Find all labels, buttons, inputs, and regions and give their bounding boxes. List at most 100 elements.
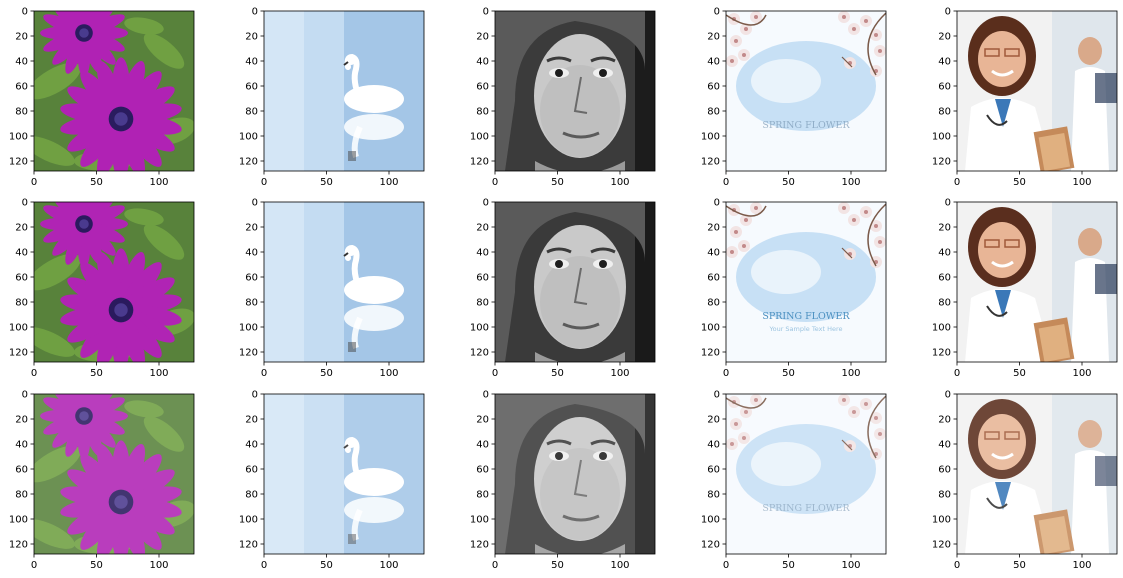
y-tick-label: 60	[15, 465, 28, 476]
y-tick-label: 100	[239, 515, 258, 526]
y-tick-label: 20	[938, 415, 951, 426]
y-tick-label: 40	[245, 57, 258, 68]
denoised-image-4	[957, 394, 1117, 554]
denoised-image-1	[264, 394, 424, 554]
x-tick-label: 100	[149, 177, 168, 188]
y-tick-label: 20	[15, 223, 28, 234]
y-tick-label: 100	[701, 323, 720, 334]
denoised-image-0	[34, 394, 194, 554]
y-tick-label: 60	[938, 82, 951, 93]
y-tick-label: 40	[707, 57, 720, 68]
x-tick-label: 0	[954, 368, 960, 379]
y-tick-label: 60	[15, 82, 28, 93]
axes-frame	[725, 10, 887, 172]
axes-frame	[263, 393, 425, 555]
axes-frame	[956, 10, 1118, 172]
x-tick-label: 100	[841, 368, 860, 379]
y-tick-label: 100	[470, 132, 489, 143]
panel-r1-c1: 0 50 100 0 20 40 60 80 100 120	[239, 198, 425, 379]
y-tick-label: 100	[932, 515, 951, 526]
y-tick-label: 120	[239, 157, 258, 168]
y-tick-label: 20	[245, 415, 258, 426]
x-tick-label: 50	[551, 560, 564, 571]
x-tick-label: 0	[31, 368, 37, 379]
x-tick-label: 50	[320, 177, 333, 188]
y-tick-label: 0	[252, 390, 258, 401]
x-tick-label: 50	[551, 177, 564, 188]
panel-r2-c4: 0 50 100 0 20 40 60 80 100 120	[932, 390, 1118, 571]
x-tick-label: 0	[261, 177, 267, 188]
y-tick-label: 0	[945, 7, 951, 18]
panel-r1-c4: 0 50 100 0 20 40 60 80 100 120	[932, 198, 1118, 379]
y-tick-label: 40	[938, 57, 951, 68]
y-tick-label: 100	[701, 132, 720, 143]
y-tick-label: 60	[15, 273, 28, 284]
y-tick-label: 0	[945, 390, 951, 401]
panel-r1-c2: 0 50 100 0 20 40 60 80 100 120	[470, 198, 656, 379]
x-tick-label: 0	[261, 560, 267, 571]
y-tick-label: 40	[476, 248, 489, 259]
axes-frame	[956, 201, 1118, 363]
y-tick-label: 60	[938, 273, 951, 284]
y-tick-label: 40	[245, 440, 258, 451]
x-tick-label: 100	[379, 177, 398, 188]
x-tick-label: 0	[31, 177, 37, 188]
y-tick-label: 120	[9, 348, 28, 359]
y-tick-label: 80	[707, 298, 720, 309]
y-tick-label: 20	[938, 32, 951, 43]
clean-image-4	[957, 202, 1117, 362]
y-tick-label: 60	[707, 273, 720, 284]
y-tick-label: 0	[483, 390, 489, 401]
x-tick-label: 50	[551, 368, 564, 379]
y-tick-label: 20	[707, 223, 720, 234]
y-tick-label: 100	[470, 323, 489, 334]
x-tick-label: 50	[320, 368, 333, 379]
panel-r2-c1: 0 50 100 0 20 40 60 80 100 120	[239, 390, 425, 571]
y-tick-label: 120	[701, 540, 720, 551]
y-tick-label: 120	[239, 348, 258, 359]
y-tick-label: 100	[932, 323, 951, 334]
y-tick-label: 20	[707, 415, 720, 426]
x-tick-label: 100	[149, 560, 168, 571]
panel-r0-c1: 0 50 100 0 20 40 60 80 100 120	[239, 7, 425, 188]
y-tick-label: 40	[15, 248, 28, 259]
axes-frame	[33, 393, 195, 555]
axes-frame	[494, 10, 656, 172]
y-tick-label: 20	[245, 223, 258, 234]
x-tick-label: 0	[492, 368, 498, 379]
panel-r0-c3: SPRING FLOWER 0 50 100 0 20 40 60 80 100 120	[701, 7, 887, 188]
y-tick-label: 20	[15, 415, 28, 426]
axes-frame	[725, 393, 887, 555]
y-tick-label: 120	[932, 348, 951, 359]
noisy-image-4	[957, 11, 1117, 171]
x-tick-label: 50	[1013, 177, 1026, 188]
y-tick-label: 40	[476, 440, 489, 451]
x-tick-label: 0	[954, 560, 960, 571]
y-tick-label: 60	[476, 82, 489, 93]
panel-r1-c0: 0 50 100 0 20 40 60 80 100 120	[9, 198, 195, 379]
y-tick-label: 20	[476, 223, 489, 234]
y-tick-label: 40	[476, 57, 489, 68]
y-tick-label: 0	[483, 198, 489, 209]
axes-frame	[263, 10, 425, 172]
y-tick-label: 80	[476, 107, 489, 118]
axes-frame	[494, 393, 656, 555]
y-tick-label: 80	[15, 298, 28, 309]
y-tick-label: 80	[15, 107, 28, 118]
y-tick-label: 80	[707, 490, 720, 501]
y-tick-label: 60	[245, 273, 258, 284]
y-tick-label: 0	[22, 7, 28, 18]
denoised-image-3: SPRING FLOWER	[726, 394, 886, 554]
x-tick-label: 0	[954, 177, 960, 188]
axes-frame	[33, 10, 195, 172]
x-tick-label: 50	[1013, 368, 1026, 379]
y-tick-label: 100	[9, 132, 28, 143]
y-tick-label: 120	[239, 540, 258, 551]
panel-r0-c2: 0 50 100 0 20 40 60 80 100 120	[470, 7, 656, 188]
y-tick-label: 100	[932, 132, 951, 143]
axes-frame	[33, 201, 195, 363]
x-tick-label: 100	[379, 368, 398, 379]
y-tick-label: 60	[707, 82, 720, 93]
y-tick-label: 0	[483, 7, 489, 18]
